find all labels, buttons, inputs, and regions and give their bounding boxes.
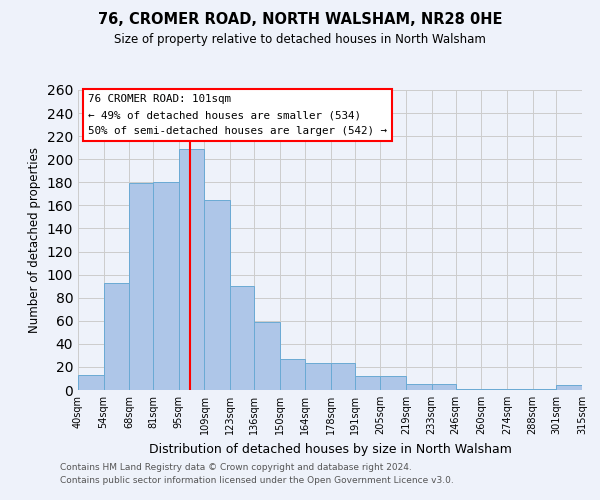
Bar bbox=[432, 384, 455, 390]
Bar bbox=[104, 282, 130, 390]
Bar bbox=[305, 364, 331, 390]
Bar bbox=[78, 375, 104, 390]
Bar bbox=[481, 389, 507, 390]
Text: 76, CROMER ROAD, NORTH WALSHAM, NR28 0HE: 76, CROMER ROAD, NORTH WALSHAM, NR28 0HE bbox=[98, 12, 502, 28]
Y-axis label: Number of detached properties: Number of detached properties bbox=[28, 147, 41, 333]
Bar bbox=[331, 364, 355, 390]
Bar bbox=[130, 184, 153, 390]
Bar bbox=[556, 386, 582, 390]
Text: Contains HM Land Registry data © Crown copyright and database right 2024.: Contains HM Land Registry data © Crown c… bbox=[60, 464, 412, 472]
Bar bbox=[230, 286, 254, 390]
Bar bbox=[455, 389, 481, 390]
Bar bbox=[280, 359, 305, 390]
X-axis label: Distribution of detached houses by size in North Walsham: Distribution of detached houses by size … bbox=[149, 442, 511, 456]
Text: Size of property relative to detached houses in North Walsham: Size of property relative to detached ho… bbox=[114, 32, 486, 46]
Bar bbox=[179, 149, 205, 390]
Bar bbox=[406, 384, 432, 390]
Bar bbox=[507, 389, 533, 390]
Text: 76 CROMER ROAD: 101sqm
← 49% of detached houses are smaller (534)
50% of semi-de: 76 CROMER ROAD: 101sqm ← 49% of detached… bbox=[88, 94, 387, 136]
Bar bbox=[355, 376, 380, 390]
Bar bbox=[254, 322, 280, 390]
Bar bbox=[153, 182, 179, 390]
Bar bbox=[380, 376, 406, 390]
Text: Contains public sector information licensed under the Open Government Licence v3: Contains public sector information licen… bbox=[60, 476, 454, 485]
Bar bbox=[205, 200, 230, 390]
Bar bbox=[533, 389, 556, 390]
